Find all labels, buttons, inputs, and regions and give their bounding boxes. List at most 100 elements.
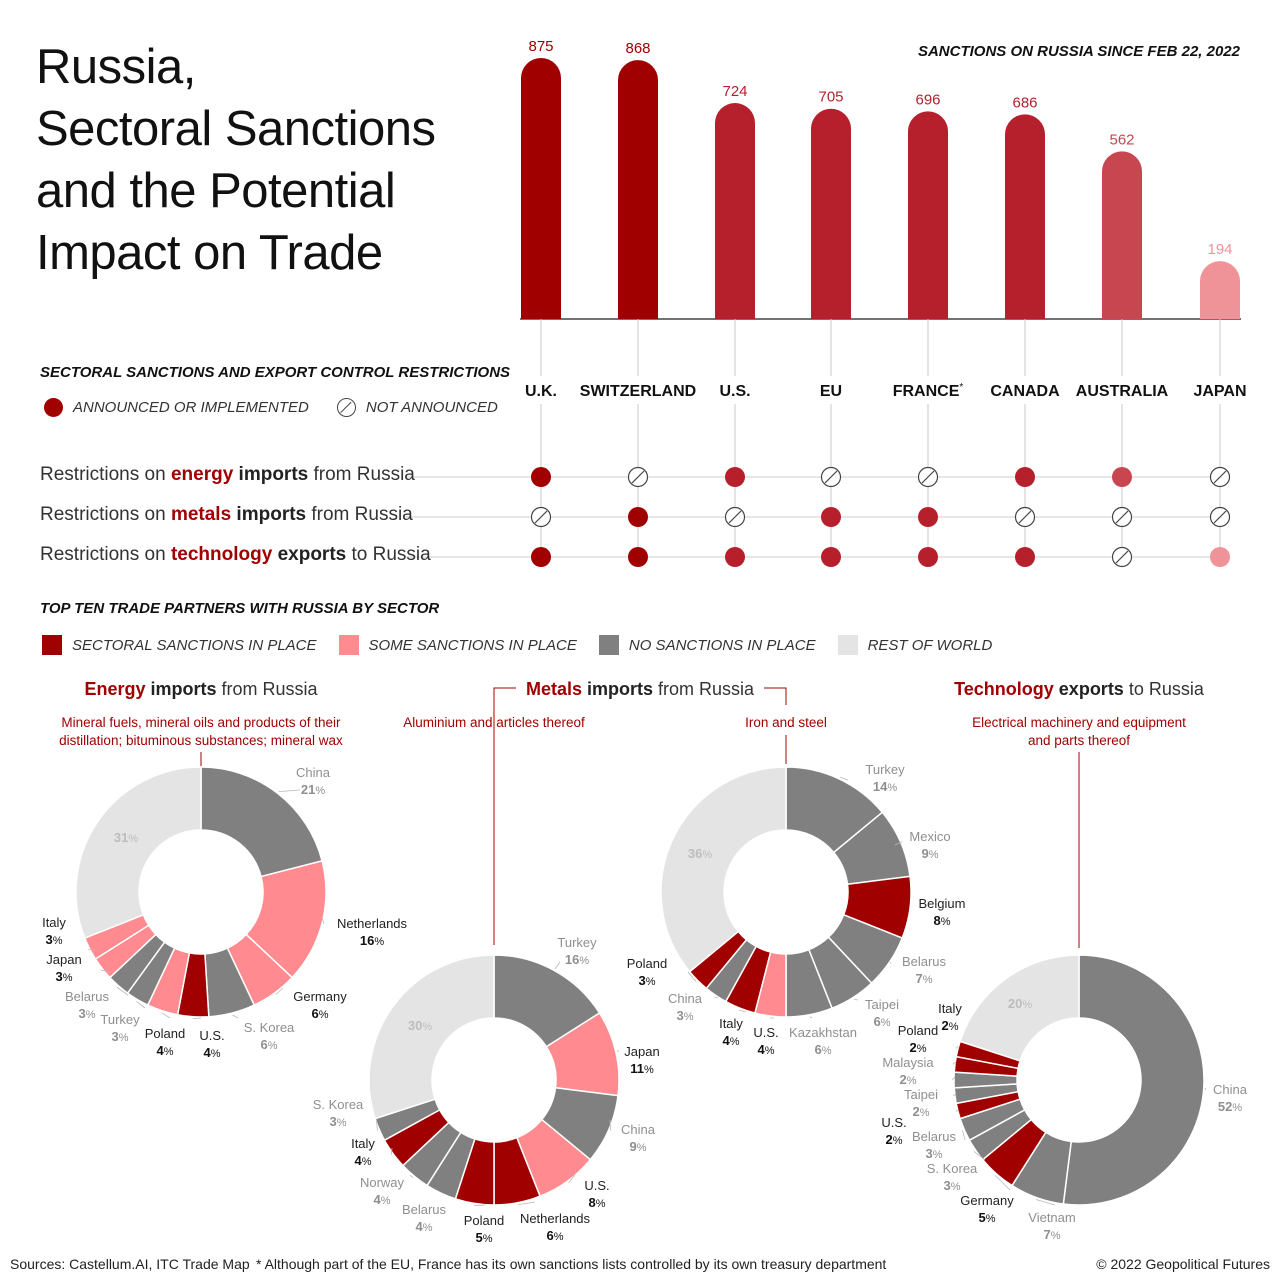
- leader-line: [275, 987, 284, 996]
- slice-value-label: 6%: [260, 1037, 277, 1052]
- row-text: from Russia: [306, 504, 413, 525]
- leader-line: [994, 1174, 1011, 1191]
- slashed-circle-icon: [336, 398, 356, 417]
- announced-dot-icon: [531, 547, 551, 567]
- slice-name-label: Italy: [42, 915, 66, 930]
- slice-value-label: 3%: [111, 1029, 128, 1044]
- country-label: JAPAN: [1193, 383, 1246, 400]
- leader-line: [232, 1014, 239, 1019]
- slice-name-label: Japan: [46, 952, 81, 967]
- slice-name-label: S. Korea: [927, 1161, 978, 1176]
- slice-name-label: Malaysia: [882, 1055, 934, 1070]
- title-line: Impact on Trade: [36, 226, 383, 280]
- not-announced-slash: [921, 470, 935, 484]
- slice-name-label: China: [621, 1122, 656, 1137]
- slice-value-label: 2%: [909, 1040, 926, 1055]
- row-direction: exports: [272, 544, 347, 565]
- sectoral-swatch: [42, 635, 62, 655]
- rest-swatch: [837, 635, 858, 655]
- title-line: Sectoral Sanctions: [36, 102, 436, 156]
- technology-subtitle: and parts thereof: [1028, 733, 1130, 748]
- leader-line: [554, 961, 561, 969]
- row-text: Restrictions on: [40, 464, 171, 485]
- leader-line: [687, 971, 697, 983]
- slice-value-label: 8%: [933, 913, 950, 928]
- legend-sectoral-label: SECTORAL SANCTIONS IN PLACE: [72, 636, 317, 654]
- announced-dot-icon: [1210, 547, 1230, 567]
- slice-name-label: Taipei: [904, 1087, 938, 1102]
- energy-subtitle: distillation; bituminous substances; min…: [59, 733, 343, 748]
- leader-line: [278, 789, 301, 793]
- legend-not-announced: NOT ANNOUNCED: [336, 398, 498, 417]
- slice-value-label: 3%: [638, 973, 655, 988]
- leader-line: [609, 1119, 611, 1131]
- legend-none-label: NO SANCTIONS IN PLACE: [628, 636, 816, 654]
- leader-line: [839, 776, 849, 781]
- page-title: Russia, Sectoral Sanctions and the Poten…: [36, 36, 436, 284]
- slice-value-label: 6%: [814, 1042, 831, 1057]
- slice-value-label: 14%: [873, 779, 897, 794]
- leader-line: [321, 917, 325, 924]
- footer-sources: Sources: Castellum.AI, ITC Trade Map: [10, 1256, 250, 1272]
- slice-name-label: Italy: [351, 1136, 375, 1151]
- row-direction: imports: [231, 504, 307, 525]
- slice-value-label: 5%: [978, 1210, 995, 1225]
- bar-canada: [1005, 114, 1045, 319]
- slice-name-label: Poland: [627, 956, 667, 971]
- slice-name-label: Norway: [360, 1175, 405, 1190]
- none-swatch: [598, 635, 619, 655]
- country-label: FRANCE*: [893, 382, 964, 400]
- not-announced-slash: [1018, 510, 1032, 524]
- slice-value-label: 3%: [676, 1008, 693, 1023]
- bar-value-label: 705: [818, 89, 843, 106]
- not-announced-slash: [728, 510, 742, 524]
- donut-slice: [959, 954, 1080, 1062]
- slice-name-label: Netherlands: [337, 916, 408, 931]
- not-announced-slash: [1115, 550, 1129, 564]
- not-announced-slash: [1213, 470, 1227, 484]
- donut-slice: [660, 766, 787, 973]
- slice-value-label: 11%: [630, 1061, 654, 1076]
- announced-dot-icon: [1015, 547, 1035, 567]
- slice-name-label: Italy: [719, 1016, 743, 1031]
- donut-slice: [1062, 954, 1205, 1206]
- announced-dot-icon: [918, 507, 938, 527]
- slice-value-label: 3%: [78, 1006, 95, 1021]
- trade-heading: TOP TEN TRADE PARTNERS WITH RUSSIA BY SE…: [40, 600, 440, 617]
- slice-value-label: 4%: [722, 1033, 739, 1048]
- slice-value-label: 21%: [301, 782, 325, 797]
- restriction-row-energy: Restrictions on energy imports from Russ…: [40, 464, 415, 486]
- leader-line: [714, 996, 719, 999]
- leader-line: [955, 1109, 959, 1112]
- country-label: SWITZERLAND: [580, 383, 696, 400]
- legend-some-label: SOME SANCTIONS IN PLACE: [368, 636, 577, 654]
- slice-value-label: 6%: [873, 1014, 890, 1029]
- slice-value-label: 6%: [311, 1006, 328, 1021]
- leader-line: [161, 1012, 171, 1019]
- donut-slice: [368, 954, 495, 1120]
- leader-line: [116, 986, 129, 996]
- slice-value-label: 2%: [885, 1132, 902, 1147]
- restriction-row-technology: Restrictions on technology exports to Ru…: [40, 544, 431, 566]
- restrictions-heading: SECTORAL SANCTIONS AND EXPORT CONTROL RE…: [40, 364, 511, 381]
- bar-value-label: 868: [625, 40, 650, 57]
- slice-name-label: Mexico: [909, 829, 950, 844]
- trade-legend: SECTORAL SANCTIONS IN PLACE SOME SANCTIO…: [42, 635, 1014, 655]
- not-announced-slash: [1213, 510, 1227, 524]
- metals-bracket-left: [493, 687, 516, 945]
- slice-value-label: 9%: [921, 846, 938, 861]
- slice-value-label: 4%: [203, 1045, 220, 1060]
- leader-line: [952, 1093, 957, 1097]
- slice-name-label: Belarus: [912, 1129, 957, 1144]
- slice-value-label: 4%: [415, 1219, 432, 1234]
- row-text: to Russia: [346, 544, 431, 565]
- slice-value-label: 3%: [45, 932, 62, 947]
- slice-value-label: 16%: [565, 952, 589, 967]
- bar-australia: [1102, 151, 1142, 319]
- slice-value-label: 2%: [899, 1072, 916, 1087]
- leader-line: [853, 998, 859, 1001]
- slice-name-label: Poland: [145, 1026, 185, 1041]
- slice-value-label: 16%: [360, 933, 384, 948]
- bar-value-label: 696: [915, 91, 940, 108]
